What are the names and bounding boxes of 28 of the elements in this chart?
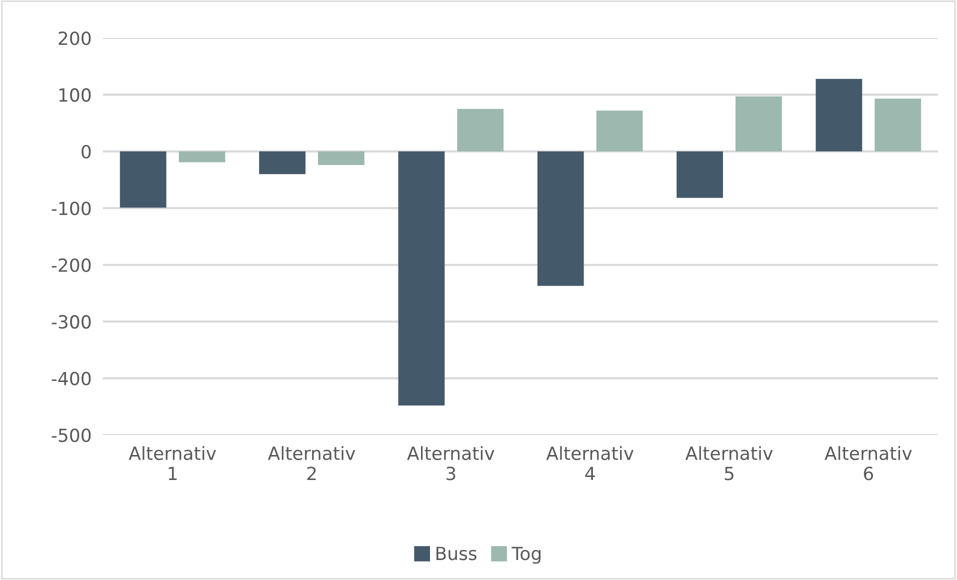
x-tick-label: Alternativ 6 [824, 446, 912, 480]
bar [398, 151, 445, 406]
bar [736, 96, 782, 152]
x-tick-label: Alternativ 2 [268, 446, 356, 480]
bar [874, 98, 922, 152]
bar [816, 78, 862, 152]
x-tick-label: Alternativ 4 [546, 446, 634, 480]
y-tick-label: -500 [52, 428, 91, 442]
legend-label: Buss [436, 546, 476, 560]
y-tick-label: 0 [82, 144, 91, 159]
x-tick-label: Alternativ 5 [685, 446, 773, 480]
bar [259, 151, 306, 174]
y-tick-label: -200 [52, 258, 91, 272]
bar [596, 110, 643, 152]
y-tick-label: 100 [59, 88, 91, 102]
bar [120, 151, 166, 208]
bar [457, 108, 504, 152]
legend-label: Tog [512, 546, 540, 564]
x-tick-label: Alternativ 3 [407, 446, 494, 480]
y-tick-label: -300 [52, 315, 91, 329]
y-tick-label: -400 [52, 372, 91, 386]
bar [537, 151, 584, 286]
y-tick-label: -100 [52, 202, 91, 216]
bar [318, 151, 364, 166]
bar [676, 151, 723, 198]
y-tick-label: 200 [58, 31, 91, 46]
bar [178, 151, 226, 162]
x-tick-label: Alternativ 1 [128, 446, 216, 480]
